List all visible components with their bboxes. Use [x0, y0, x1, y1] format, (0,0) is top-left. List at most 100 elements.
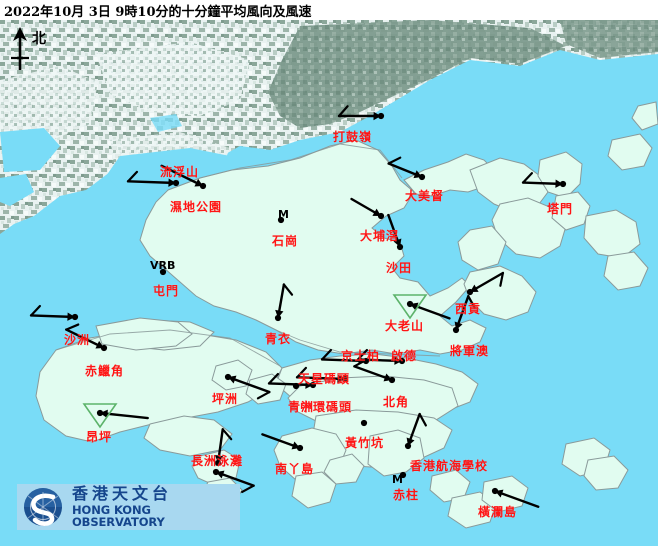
title-bar: 2022年10月 3日 9時10分的十分鐘平均風向及風速 — [0, 0, 658, 20]
wind-barb-shaft — [126, 180, 178, 185]
station-label: 沙田 — [386, 261, 413, 275]
station-label: 大老山 — [385, 319, 425, 333]
wind-barb-arrowhead — [228, 375, 237, 384]
station-label: 昂坪 — [86, 430, 113, 444]
map-graphics — [0, 20, 658, 546]
elevated-station-marker — [82, 403, 118, 429]
wind-barb — [406, 300, 451, 320]
station-label: 大美督 — [405, 189, 445, 203]
wind-barb — [96, 409, 149, 420]
wind-barb — [277, 216, 285, 224]
station-label: 石崗 — [272, 234, 299, 248]
north-label: 北 — [32, 31, 46, 47]
station-label: 長洲泳灘 — [191, 454, 244, 468]
wind-barb-feather — [418, 412, 427, 427]
wind-barb — [267, 372, 317, 389]
station-label: 中環碼頭 — [300, 400, 353, 414]
wind-barb-arrowhead — [470, 284, 479, 292]
wind-barb — [399, 471, 407, 479]
elevated-station-marker — [392, 294, 428, 320]
station-label: 流浮山 — [160, 165, 200, 179]
wind-barb — [261, 433, 304, 452]
wind-barb-shaft — [493, 489, 540, 508]
elevated-station-marker-layer — [82, 294, 428, 429]
map-canvas: 打鼓嶺 流浮山 濕地公園 石崗 M 大美督 塔門 大埔滘 沙田 屯門 VRB 大老山 西貢 將軍澳 青衣 沙洲… — [0, 20, 658, 546]
station-label: 坪洲 — [212, 392, 239, 406]
wind-barb — [387, 156, 426, 181]
wind-barb-arrowhead — [194, 178, 203, 187]
wind-barb-feather — [353, 358, 367, 368]
wind-barb-arrowhead — [410, 302, 419, 311]
wind-barb — [491, 487, 540, 508]
missing-data-tag: M — [278, 208, 289, 221]
station-label: 青衣 — [265, 332, 292, 346]
wind-barb — [466, 271, 505, 296]
wind-barb-arrowhead — [394, 356, 402, 365]
wind-barb — [29, 304, 79, 321]
wind-barb — [65, 323, 108, 352]
wind-barb — [295, 366, 349, 383]
wind-barb-feather — [356, 348, 369, 361]
wind-barb-feather — [387, 156, 402, 165]
wind-barb — [350, 197, 385, 220]
north-arrow: 北 — [6, 26, 64, 72]
wind-barb-feather — [295, 366, 308, 379]
wind-barb-feather — [320, 348, 333, 361]
wind-barb-shaft — [160, 164, 205, 188]
wind-barb-arrowhead — [383, 373, 392, 382]
wind-barb-arrowhead — [393, 238, 402, 247]
wind-barb-arrowhead — [555, 179, 563, 188]
wind-barb-feather — [65, 323, 80, 331]
wind-barb-arrowhead — [95, 340, 104, 349]
wind-barb-feather — [256, 390, 271, 400]
wind-barb-arrowhead — [495, 489, 504, 498]
wind-barb — [214, 428, 233, 467]
wind-barb-arrowhead — [67, 312, 75, 321]
station-label: 將軍澳 — [450, 344, 490, 358]
wind-barb-arrowhead — [373, 111, 381, 121]
wind-barb-feather — [282, 283, 294, 296]
wind-barb-arrowhead — [454, 321, 463, 330]
wind-barb-arrowhead — [168, 178, 176, 187]
north-arrow-icon — [11, 27, 29, 70]
wind-barb-arrowhead — [291, 441, 300, 450]
wind-barb-arrowhead — [214, 454, 224, 463]
wind-barb — [337, 105, 385, 121]
missing-data-tag: M — [392, 473, 403, 486]
station-point — [159, 268, 167, 276]
wind-barb — [292, 382, 300, 390]
wind-barb-shaft — [295, 376, 347, 381]
station-label: 西貢 — [455, 302, 482, 316]
page-title: 2022年10月 3日 9時10分的十分鐘平均風向及風速 — [4, 5, 312, 20]
wind-barb-arrowhead — [372, 208, 381, 216]
wind-barb-layer — [29, 105, 567, 508]
station-label: 濕地公園 — [170, 200, 223, 214]
station-label: 北角 — [383, 395, 410, 409]
station-label: 啟德 — [391, 349, 418, 363]
wind-barb-arrowhead — [305, 380, 313, 389]
station-point — [277, 216, 285, 224]
logo-english-text: HONG KONG OBSERVATORY — [72, 502, 165, 529]
coastline-accents — [55, 143, 441, 367]
wind-barb — [360, 419, 368, 427]
wind-barb-feather — [467, 295, 476, 309]
wind-barb — [126, 170, 180, 187]
wind-barb-arrowhead — [413, 170, 422, 179]
station-point — [399, 471, 407, 479]
wind-barb-arrowhead — [337, 374, 345, 383]
wind-barb — [160, 164, 207, 190]
station-label: 赤柱 — [393, 488, 420, 502]
wind-barb — [404, 412, 427, 450]
station-label: 天星碼頭 — [298, 372, 351, 386]
station-label: 大埔滘 — [360, 229, 400, 243]
station-label: 黃竹坑 — [345, 436, 385, 450]
station-point — [292, 382, 300, 390]
wind-barb-arrowhead — [275, 309, 284, 318]
station-label: 赤鱲角 — [85, 364, 125, 378]
wind-barb — [274, 283, 294, 322]
wind-barb-feather — [337, 105, 349, 118]
station-label: 屯門 — [153, 284, 180, 298]
wind-barb-feather — [521, 172, 534, 184]
wind-barb — [159, 268, 167, 276]
